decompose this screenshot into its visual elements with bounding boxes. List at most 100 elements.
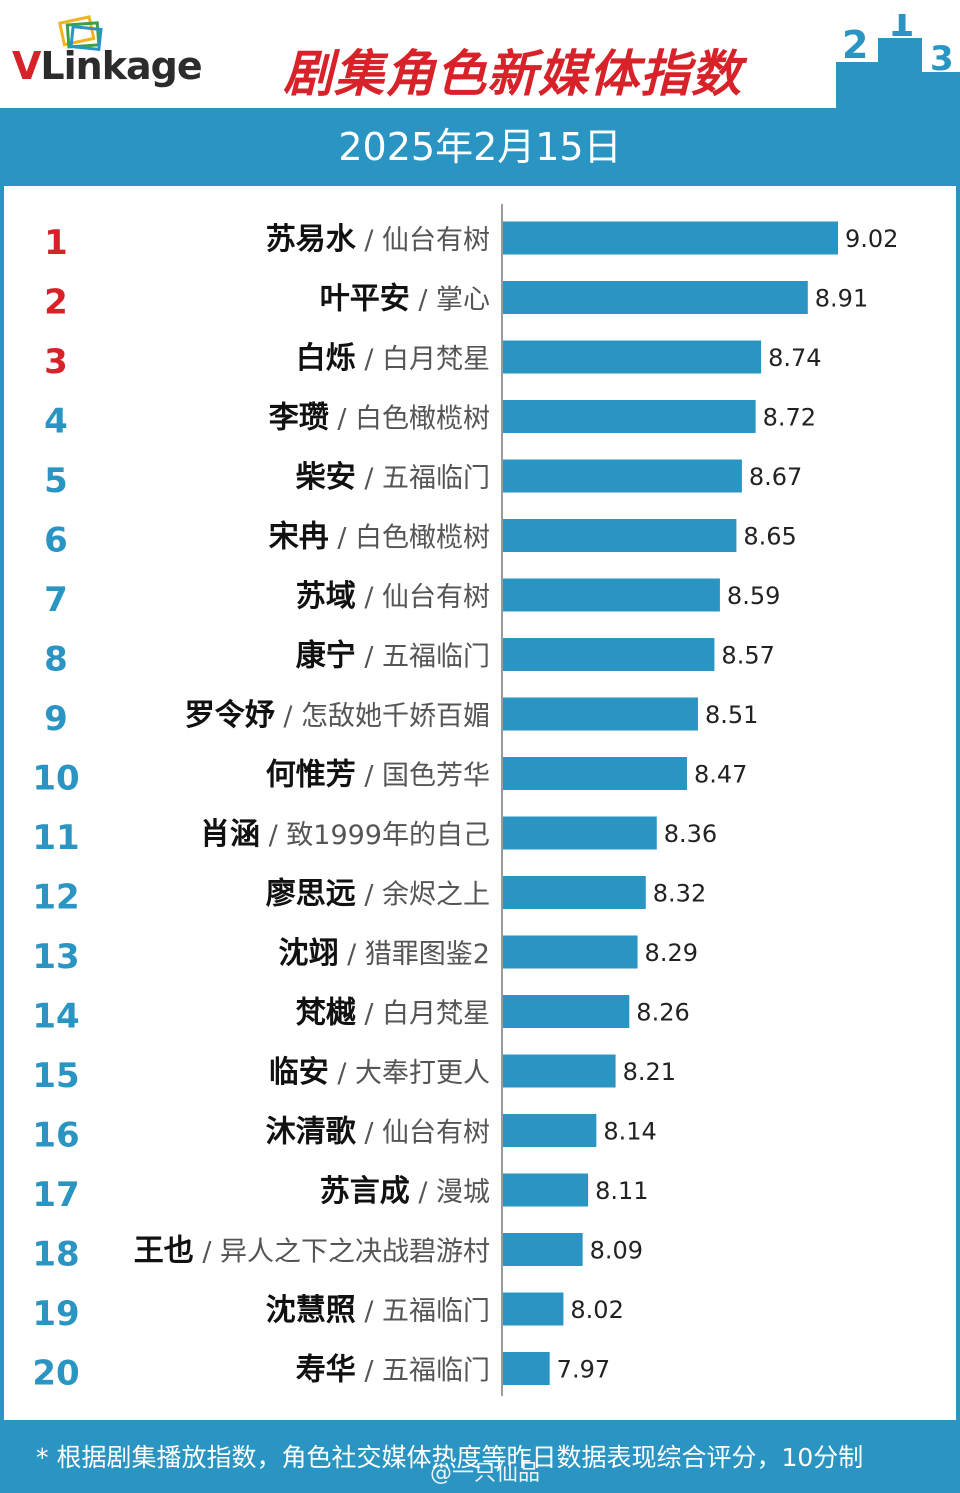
rank-label: 20	[32, 1354, 79, 1394]
bar	[503, 1173, 589, 1207]
character-name: 宋冉	[269, 520, 329, 555]
footnote: * 根据剧集播放指数，角色社交媒体热度等昨日数据表现综合评分，10分制	[36, 1443, 864, 1472]
value-label: 8.36	[664, 820, 717, 848]
show-title: / 白色橄榄树	[329, 404, 490, 435]
category-label: 何惟芳 / 国色芳华	[266, 758, 490, 793]
podium-icon: 2 1 3	[836, 14, 960, 108]
rank-label: 3	[44, 342, 68, 382]
value-label: 8.74	[768, 344, 821, 372]
bar	[503, 1292, 564, 1326]
value-label: 8.11	[595, 1177, 648, 1205]
category-label: 王也 / 异人之下之决战碧游村	[134, 1234, 490, 1269]
show-title: / 白月梵星	[356, 999, 490, 1030]
show-title: / 国色芳华	[356, 761, 490, 792]
show-title: / 仙台有树	[356, 1118, 490, 1149]
category-label: 沐清歌 / 仙台有树	[266, 1115, 490, 1150]
category-label: 临安 / 大奉打更人	[269, 1055, 490, 1090]
character-name: 白烁	[296, 341, 356, 376]
character-name: 苏言成	[320, 1174, 410, 1209]
header: VLinkage 剧集角色新媒体指数 2 1 3	[0, 0, 960, 108]
show-title: / 五福临门	[356, 642, 490, 673]
show-title: / 余烬之上	[356, 880, 490, 911]
bar	[503, 876, 646, 909]
show-title: / 白月梵星	[356, 344, 490, 375]
value-label: 8.09	[590, 1237, 643, 1265]
value-label: 8.26	[636, 999, 689, 1027]
category-label: 肖涵 / 致1999年的自己	[200, 817, 490, 852]
rank-label: 7	[44, 580, 68, 620]
rank-label: 5	[44, 461, 68, 501]
value-label: 8.21	[623, 1058, 676, 1086]
value-label: 8.29	[645, 939, 698, 967]
bar	[503, 697, 698, 731]
show-title: / 仙台有树	[356, 582, 490, 613]
value-label: 8.51	[705, 701, 758, 729]
rank-label: 13	[32, 937, 79, 977]
character-name: 廖思远	[266, 877, 356, 912]
rank-label: 2	[44, 283, 68, 323]
value-label: 8.57	[721, 642, 774, 670]
value-label: 8.02	[570, 1296, 623, 1324]
category-label: 苏言成 / 漫城	[320, 1174, 490, 1209]
category-label: 沈慧照 / 五福临门	[266, 1293, 490, 1328]
show-title: / 漫城	[410, 1177, 490, 1208]
bar	[503, 340, 762, 374]
rank-label: 11	[32, 818, 79, 858]
bar	[503, 1114, 597, 1147]
value-label: 8.32	[653, 880, 706, 908]
category-label: 苏易水 / 仙台有树	[266, 222, 490, 257]
bar	[503, 400, 756, 433]
category-label: 李瓒 / 白色橄榄树	[269, 401, 490, 436]
value-label: 8.72	[763, 404, 816, 432]
category-label: 宋冉 / 白色橄榄树	[269, 520, 490, 555]
left-border	[0, 108, 4, 1493]
show-title: / 仙台有树	[356, 225, 490, 256]
character-name: 沈翊	[279, 936, 339, 971]
character-name: 叶平安	[320, 282, 410, 317]
character-name: 王也	[134, 1234, 194, 1269]
category-label: 白烁 / 白月梵星	[296, 341, 490, 376]
bar	[503, 935, 638, 969]
date-band: 2025年2月15日	[0, 108, 960, 186]
character-name: 梵樾	[296, 996, 357, 1031]
character-name: 沈慧照	[266, 1293, 356, 1328]
rank-label: 1	[44, 223, 68, 263]
rank-label: 18	[32, 1235, 79, 1275]
show-title: / 猎罪图鉴2	[339, 939, 490, 970]
bar	[503, 757, 687, 790]
value-label: 8.59	[727, 582, 780, 610]
character-name: 沐清歌	[266, 1115, 357, 1150]
bar-chart: 9.02 1 苏易水 / 仙台有树 8.91 2 叶平安 / 掌心 8.74 3 白烁 / 白月…	[32, 204, 898, 1396]
rank-label: 17	[32, 1175, 79, 1215]
bar	[503, 1233, 583, 1266]
bar	[503, 459, 742, 493]
rank-label: 10	[32, 759, 79, 799]
rank-label: 19	[32, 1294, 79, 1334]
show-title: / 五福临门	[356, 1296, 490, 1327]
logo-cards-icon	[58, 15, 103, 52]
svg-text:2: 2	[842, 23, 868, 67]
footer: * 根据剧集播放指数，角色社交媒体热度等昨日数据表现综合评分，10分制	[0, 1420, 960, 1493]
rank-label: 16	[32, 1116, 79, 1156]
show-title: / 异人之下之决战碧游村	[194, 1237, 490, 1268]
watermark: @一只仙品	[430, 1461, 541, 1486]
category-label: 苏域 / 仙台有树	[296, 579, 490, 614]
category-label: 廖思远 / 余烬之上	[266, 877, 490, 912]
svg-text:1: 1	[888, 14, 914, 45]
value-label: 8.14	[603, 1118, 656, 1146]
bar	[503, 638, 715, 671]
bar	[503, 816, 657, 850]
rank-label: 9	[44, 699, 68, 739]
character-name: 何惟芳	[266, 758, 356, 793]
value-label: 8.47	[694, 761, 747, 789]
show-title: / 白色橄榄树	[329, 523, 490, 554]
logo: VLinkage	[12, 44, 203, 88]
bar	[503, 519, 737, 552]
rank-label: 6	[44, 521, 68, 561]
character-name: 苏易水	[266, 222, 357, 257]
character-name: 罗令妤	[185, 698, 275, 733]
page-title: 剧集角色新媒体指数	[283, 45, 742, 103]
show-title: / 怎敌她千娇百媚	[275, 701, 490, 732]
character-name: 李瓒	[269, 401, 329, 436]
